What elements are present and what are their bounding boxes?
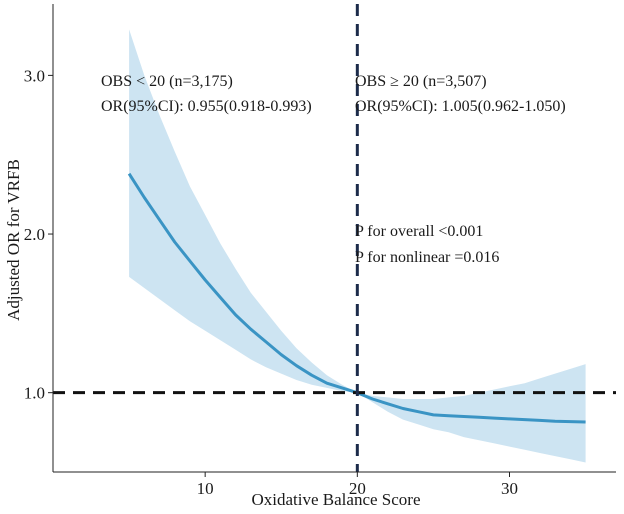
y-tick-label: 2.0 bbox=[24, 225, 45, 244]
x-axis-title: Oxidative Balance Score bbox=[252, 490, 421, 509]
x-tick-label: 10 bbox=[197, 479, 214, 498]
p-nonlinear: P for nonlinear =0.016 bbox=[355, 249, 499, 266]
right-group-count: OBS ≥ 20 (n=3,507) bbox=[355, 73, 487, 90]
right-group-or: OR(95%CI): 1.005(0.962-1.050) bbox=[355, 98, 566, 115]
x-tick-label: 20 bbox=[349, 479, 366, 498]
plot-area bbox=[53, 4, 616, 472]
y-axis-title: Adjusted OR for VRFB bbox=[4, 159, 23, 321]
left-group-count: OBS < 20 (n=3,175) bbox=[101, 73, 233, 90]
confidence-interval-band bbox=[129, 29, 586, 463]
axes: 10 20 30 1.0 2.0 3.0 bbox=[24, 4, 616, 498]
y-tick-label: 1.0 bbox=[24, 384, 45, 403]
left-group-or: OR(95%CI): 0.955(0.918-0.993) bbox=[101, 98, 312, 115]
annotation-right-group: OBS ≥ 20 (n=3,507) OR(95%CI): 1.005(0.96… bbox=[355, 73, 566, 115]
p-overall: P for overall <0.001 bbox=[355, 223, 483, 240]
annotation-left-group: OBS < 20 (n=3,175) OR(95%CI): 0.955(0.91… bbox=[101, 73, 312, 115]
y-tick-label: 3.0 bbox=[24, 66, 45, 85]
x-tick-label: 30 bbox=[501, 479, 518, 498]
annotation-p-values: P for overall <0.001 P for nonlinear =0.… bbox=[355, 223, 499, 266]
x-axis-ticks: 10 20 30 bbox=[197, 472, 518, 498]
y-axis-ticks: 1.0 2.0 3.0 bbox=[24, 66, 53, 403]
